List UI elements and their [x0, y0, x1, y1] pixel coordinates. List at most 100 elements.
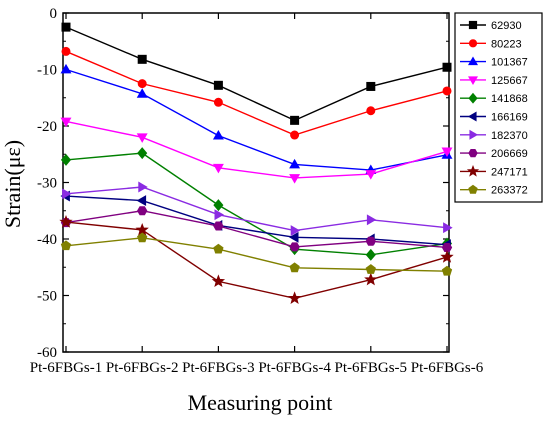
x-tick-label: Pt-6FBGs-6 — [411, 360, 484, 376]
y-tick-label: -20 — [37, 119, 57, 135]
data-point-141868 — [213, 199, 224, 212]
data-point-206669 — [365, 236, 376, 246]
series-line-141868 — [65, 152, 448, 256]
legend-marker — [466, 164, 480, 177]
y-tick-label: 0 — [50, 6, 58, 22]
data-point-62930 — [442, 62, 452, 72]
legend-marker — [468, 149, 478, 158]
data-point-101367 — [136, 88, 148, 98]
y-tick-label: -10 — [37, 63, 57, 79]
plot-frame — [62, 12, 450, 353]
series-line-62930 — [65, 26, 448, 122]
series-line-80223 — [65, 50, 448, 136]
data-point-182370 — [290, 225, 301, 236]
data-point-247171 — [364, 272, 378, 286]
legend-label: 62930 — [491, 20, 522, 32]
data-point-125667 — [365, 170, 377, 180]
legend-label: 80223 — [491, 38, 522, 50]
data-point-182370 — [366, 214, 377, 226]
data-point-263372 — [213, 243, 224, 254]
data-point-206669 — [137, 206, 148, 216]
data-point-182370 — [62, 188, 72, 200]
data-point-182370 — [214, 209, 225, 221]
data-point-206669 — [289, 242, 300, 252]
data-point-141868 — [365, 248, 376, 261]
data-point-263372 — [289, 262, 300, 273]
data-point-80223 — [137, 79, 147, 89]
legend-label: 263372 — [491, 185, 528, 197]
data-point-166169 — [288, 231, 299, 243]
data-point-62930 — [290, 115, 300, 125]
data-point-247171 — [135, 222, 149, 236]
data-point-80223 — [213, 97, 223, 107]
x-tick-label: Pt-6FBGs-4 — [258, 360, 331, 376]
x-tick-label: Pt-6FBGs-5 — [335, 360, 408, 376]
data-point-101367 — [212, 129, 224, 140]
data-point-247171 — [211, 274, 226, 288]
legend-label: 247171 — [491, 166, 528, 178]
legend-marker — [469, 129, 479, 140]
legend-label: 141868 — [491, 93, 528, 105]
x-axis-title: Measuring point — [188, 390, 333, 415]
data-point-206669 — [441, 242, 453, 252]
legend-marker — [467, 56, 479, 66]
data-point-263372 — [137, 232, 148, 243]
legend-label: 206669 — [491, 148, 528, 160]
data-point-141868 — [137, 147, 148, 160]
legend-marker — [468, 20, 478, 30]
data-point-101367 — [289, 158, 301, 169]
series-line-166169 — [65, 195, 448, 246]
legend-label: 101367 — [491, 57, 528, 69]
legend-label: 125667 — [491, 75, 528, 87]
y-tick-label: -60 — [37, 345, 57, 361]
legend-marker — [468, 184, 478, 194]
data-point-62930 — [366, 81, 376, 91]
legend-label: 182370 — [491, 130, 528, 142]
x-tick-label: Pt-6FBGs-1 — [30, 360, 103, 376]
series-line-206669 — [65, 210, 448, 249]
legend-marker — [468, 39, 478, 48]
data-point-101367 — [60, 63, 72, 74]
data-point-182370 — [443, 222, 453, 234]
data-point-125667 — [60, 117, 72, 128]
series-line-182370 — [65, 186, 448, 232]
legend: 62930 80223 101367 125667 141868 166169 182370… — [454, 12, 543, 203]
x-tick-label: Pt-6FBGs-3 — [182, 360, 255, 376]
data-point-62930 — [137, 54, 147, 64]
data-point-206669 — [213, 221, 224, 231]
data-point-141868 — [60, 153, 72, 166]
data-point-62930 — [61, 22, 71, 32]
y-tick-label: -40 — [37, 232, 57, 248]
data-point-263372 — [365, 264, 376, 274]
y-tick-label: -50 — [37, 289, 57, 305]
plot-area — [59, 22, 454, 304]
data-point-125667 — [136, 133, 148, 143]
series-line-101367 — [65, 68, 448, 171]
data-point-247171 — [59, 215, 73, 228]
data-point-182370 — [138, 181, 148, 193]
legend-marker — [467, 111, 477, 122]
series-line-125667 — [65, 120, 448, 179]
legend-label: 166169 — [491, 112, 528, 124]
data-point-263372 — [60, 240, 72, 251]
data-point-247171 — [287, 291, 302, 304]
y-tick-label: -30 — [37, 176, 57, 192]
data-point-80223 — [290, 130, 300, 140]
data-point-247171 — [440, 250, 454, 263]
data-point-125667 — [289, 174, 301, 184]
data-point-80223 — [366, 106, 376, 116]
legend-marker — [467, 76, 479, 86]
data-point-125667 — [441, 147, 453, 158]
legend-marker — [468, 92, 478, 104]
data-point-62930 — [213, 80, 223, 90]
series-line-263372 — [65, 237, 448, 272]
series-line-247171 — [65, 221, 448, 300]
y-axis-title: Strain(με) — [0, 140, 25, 228]
data-point-263372 — [441, 265, 453, 276]
data-point-80223 — [442, 86, 452, 96]
data-point-80223 — [61, 46, 71, 56]
x-tick-label: Pt-6FBGs-2 — [106, 360, 179, 376]
data-point-166169 — [136, 195, 147, 207]
